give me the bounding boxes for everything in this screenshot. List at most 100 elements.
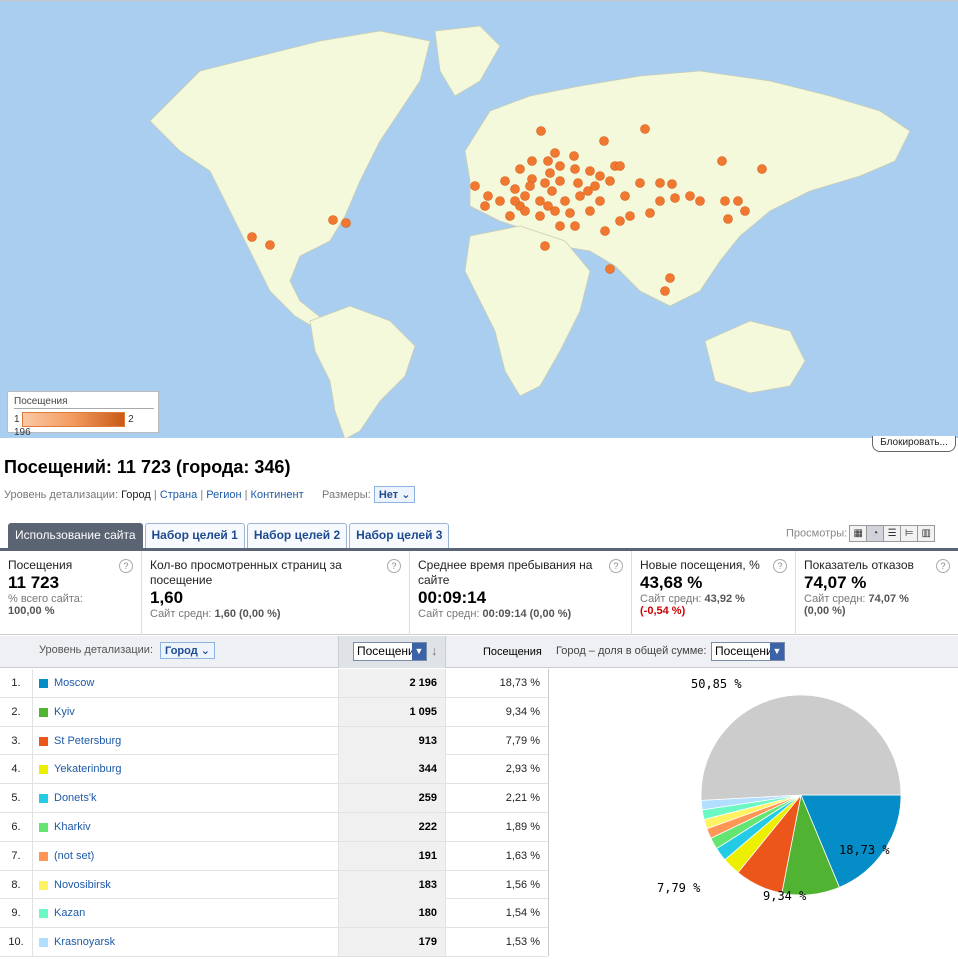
tab-goal-set-1[interactable]: Набор целей 1 [144,523,245,548]
visit-marker[interactable] [247,232,257,242]
visit-marker[interactable] [599,136,609,146]
visit-marker[interactable] [341,218,351,228]
table-view-icon[interactable]: ▦ [849,525,868,542]
visit-marker[interactable] [695,196,705,206]
visit-marker[interactable] [717,156,727,166]
detail-link-region[interactable]: Регион [206,489,242,501]
visit-marker[interactable] [740,206,750,216]
help-icon[interactable]: ? [773,559,787,573]
city-link[interactable]: Novosibirsk [54,878,111,891]
visit-marker[interactable] [525,181,535,191]
visit-marker[interactable] [535,211,545,221]
visit-marker[interactable] [625,211,635,221]
visit-marker[interactable] [585,166,595,176]
visit-marker[interactable] [515,164,525,174]
visit-marker[interactable] [733,196,743,206]
visit-marker[interactable] [723,214,733,224]
city-link[interactable]: Kazan [54,907,86,920]
visit-marker[interactable] [757,164,767,174]
visit-marker[interactable] [670,193,680,203]
tab-site-usage[interactable]: Использование сайта [8,523,143,548]
pivot-view-icon[interactable]: ▥ [917,525,936,542]
visit-marker[interactable] [520,191,530,201]
visit-marker[interactable] [605,264,615,274]
block-button[interactable]: Блокировать... [872,436,956,452]
world-map[interactable]: Посещения 1 2 196 [0,0,958,438]
visit-marker[interactable] [520,206,530,216]
visit-marker[interactable] [605,176,615,186]
help-icon[interactable]: ? [609,559,623,573]
visit-marker[interactable] [555,176,565,186]
pie-view-icon[interactable]: ◔ [866,525,885,542]
chevron-down-icon[interactable]: ▼ [412,643,426,660]
pie-slice-other[interactable] [700,694,902,801]
visit-marker[interactable] [555,161,565,171]
visit-marker[interactable] [510,184,520,194]
visit-marker[interactable] [483,191,493,201]
visit-marker[interactable] [328,215,338,225]
tab-goal-set-3[interactable]: Набор целей 3 [349,523,450,548]
visit-marker[interactable] [550,206,560,216]
visit-marker[interactable] [645,208,655,218]
visit-marker[interactable] [265,240,275,250]
visit-marker[interactable] [595,171,605,181]
visit-marker[interactable] [535,196,545,206]
visit-marker[interactable] [543,201,553,211]
visit-marker[interactable] [540,178,550,188]
visit-marker[interactable] [495,196,505,206]
visit-marker[interactable] [660,286,670,296]
sizes-select[interactable]: Нет ⌄ [373,486,416,503]
visit-marker[interactable] [655,178,665,188]
visit-marker[interactable] [536,126,546,136]
visit-marker[interactable] [565,208,575,218]
visit-marker[interactable] [550,148,560,158]
visit-marker[interactable] [640,124,650,134]
visit-marker[interactable] [470,181,480,191]
city-link[interactable]: Krasnoyarsk [54,936,116,949]
city-link[interactable]: Yekaterinburg [54,763,122,776]
visit-marker[interactable] [570,164,580,174]
city-link[interactable]: Kyiv [54,705,75,718]
sort-arrow-icon[interactable]: ↓ [431,643,438,658]
detail-link-continent[interactable]: Континент [250,489,304,501]
column-select[interactable]: Посещения [353,642,427,661]
bar-view-icon[interactable]: ☰ [883,525,902,542]
visit-marker[interactable] [720,196,730,206]
visit-marker[interactable] [615,161,625,171]
visit-marker[interactable] [510,196,520,206]
visit-marker[interactable] [600,226,610,236]
pie-metric-select[interactable]: Посещения [711,642,785,661]
help-icon[interactable]: ? [119,559,133,573]
help-icon[interactable]: ? [387,559,401,573]
visit-marker[interactable] [569,151,579,161]
visit-marker[interactable] [573,178,583,188]
visit-marker[interactable] [555,221,565,231]
visit-marker[interactable] [583,186,593,196]
visit-marker[interactable] [685,191,695,201]
tab-goal-set-2[interactable]: Набор целей 2 [246,523,348,548]
visit-marker[interactable] [615,216,625,226]
visit-marker[interactable] [545,168,555,178]
visit-marker[interactable] [543,156,553,166]
city-link[interactable]: Donets'k [54,792,97,805]
visit-marker[interactable] [480,201,490,211]
detail-link-country[interactable]: Страна [159,489,198,501]
city-link[interactable]: St Petersburg [54,734,122,747]
table-level-select[interactable]: Город ⌄ [160,642,215,659]
city-link[interactable]: Kharkiv [54,820,91,833]
visit-marker[interactable] [635,178,645,188]
city-link[interactable]: Moscow [54,677,95,689]
visit-marker[interactable] [655,196,665,206]
city-link[interactable]: (not set) [54,849,95,862]
visit-marker[interactable] [667,179,677,189]
visit-marker[interactable] [527,156,537,166]
visit-marker[interactable] [547,186,557,196]
pie-slice-moscow[interactable] [800,794,902,888]
visit-marker[interactable] [505,211,515,221]
visit-marker[interactable] [560,196,570,206]
visit-marker[interactable] [500,176,510,186]
visit-marker[interactable] [595,196,605,206]
visit-marker[interactable] [620,191,630,201]
compare-view-icon[interactable]: ⊨ [900,525,919,542]
visit-marker[interactable] [590,181,600,191]
